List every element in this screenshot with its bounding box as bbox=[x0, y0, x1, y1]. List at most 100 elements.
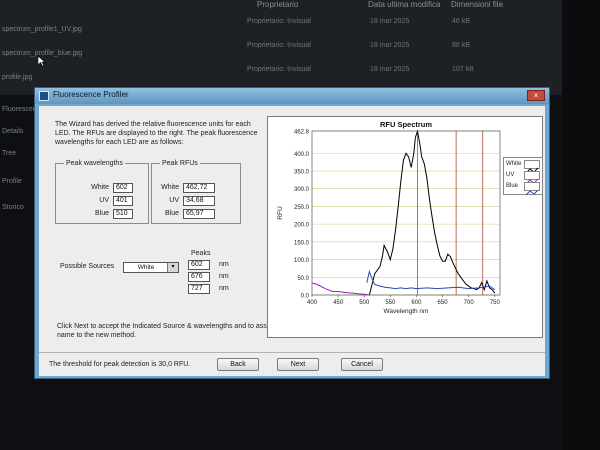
title-bar[interactable]: Fluorescence Profiler × bbox=[35, 88, 549, 104]
background-row: Proprietario: Invisual 18 mar 2025 107 k… bbox=[0, 66, 600, 90]
fluorescence-profiler-window: Fluorescence Profiler × The Wizard has d… bbox=[34, 87, 550, 379]
bg-date: 18 mar 2025 bbox=[370, 66, 410, 73]
y-tick-label: 350.0 bbox=[294, 169, 310, 175]
peak-wavelength-label-uv: UV bbox=[99, 197, 109, 204]
y-tick-label: 50.0 bbox=[297, 276, 309, 282]
bg-owner: Proprietario: Invisual bbox=[247, 66, 311, 73]
bg-left-item: Details bbox=[2, 128, 24, 135]
legend-swatch-blue bbox=[524, 182, 540, 196]
peak-value-1: 602 bbox=[188, 260, 210, 270]
footer-divider bbox=[39, 352, 545, 353]
peak-value-2: 676 bbox=[188, 272, 210, 282]
peak-rfu-label-uv: UV bbox=[169, 197, 179, 204]
dialog-client-area: The Wizard has derived the relative fluo… bbox=[39, 106, 545, 376]
y-tick-label: 400.0 bbox=[294, 152, 310, 158]
legend-swatch-uv bbox=[524, 171, 540, 185]
peak-rfu-label-white: White bbox=[161, 184, 179, 191]
instructions-text: Click Next to accept the Indicated Sourc… bbox=[57, 323, 282, 339]
bg-size: 88 kB bbox=[452, 42, 470, 49]
peak-rfu-label-blue: Blue bbox=[164, 210, 179, 217]
x-tick-label: 450 bbox=[333, 300, 344, 306]
series-line-blue bbox=[366, 269, 496, 291]
possible-sources-selected: White bbox=[137, 264, 155, 271]
background-row: Proprietario: Invisual 18 mar 2025 88 kB bbox=[0, 42, 600, 66]
bg-left-item: spectrum_profile_blue.jpg bbox=[2, 50, 83, 57]
peak-wavelength-label-blue: Blue bbox=[94, 210, 109, 217]
x-tick-label: 600 bbox=[411, 300, 422, 306]
bg-left-item: profile.jpg bbox=[2, 74, 33, 81]
x-tick-label: 500 bbox=[359, 300, 370, 306]
y-tick-label: 100.0 bbox=[294, 258, 310, 264]
monitor-bezel bbox=[562, 0, 600, 450]
bg-size: 46 kB bbox=[452, 18, 470, 25]
bg-owner: Proprietario: Invisual bbox=[247, 42, 311, 49]
chart-legend: White UV Blue bbox=[503, 157, 543, 196]
x-tick-label: 400 bbox=[307, 300, 318, 306]
x-axis-label: Wavelength nm bbox=[384, 308, 429, 315]
x-tick-label: 550 bbox=[385, 300, 396, 306]
y-tick-label: 250.0 bbox=[294, 205, 310, 211]
app-icon bbox=[39, 91, 49, 101]
peak-wavelength-white-value: 602 bbox=[113, 183, 133, 193]
peak-value-3: 727 bbox=[188, 284, 210, 294]
bg-left-item: Storico bbox=[2, 204, 24, 211]
bg-left-item: Profile bbox=[2, 178, 22, 185]
bg-date: 18 mar 2025 bbox=[370, 18, 410, 25]
peak-rfus-legend: Peak RFUs bbox=[162, 160, 198, 167]
peak-wavelength-uv-value: 401 bbox=[113, 196, 133, 206]
bg-date: 18 mar 2025 bbox=[370, 42, 410, 49]
possible-sources-label: Possible Sources bbox=[60, 263, 115, 270]
chart-title: RFU Spectrum bbox=[380, 120, 432, 129]
peak-wavelengths-legend: Peak wavelengths bbox=[66, 160, 123, 167]
y-tick-label: 462.8 bbox=[294, 130, 310, 136]
peak-unit: nm bbox=[219, 261, 229, 268]
chevron-down-icon[interactable]: ▾ bbox=[167, 263, 178, 272]
bg-owner: Proprietario: Invisual bbox=[247, 18, 311, 25]
series-line-uv bbox=[311, 282, 370, 296]
column-header-size: Dimensioni file bbox=[451, 0, 504, 9]
bg-left-item: spectrum_profile1_UV.jpg bbox=[2, 26, 82, 33]
bg-size: 107 kB bbox=[452, 66, 474, 73]
bg-left-item: Fluorescence bbox=[2, 106, 45, 113]
wizard-description: The Wizard has derived the relative fluo… bbox=[55, 121, 258, 146]
back-button[interactable]: Back bbox=[217, 358, 259, 371]
x-tick-label: 700 bbox=[464, 300, 475, 306]
peak-rfu-uv-value: 34,68 bbox=[183, 196, 215, 206]
close-button[interactable]: × bbox=[527, 90, 545, 101]
y-tick-label: 200.0 bbox=[294, 223, 310, 229]
legend-label-uv: UV bbox=[506, 172, 515, 178]
threshold-text: The threshold for peak detection is 30,0… bbox=[49, 361, 191, 368]
y-tick-label: 0.0 bbox=[301, 294, 310, 300]
x-tick-label: 750 bbox=[490, 300, 501, 306]
y-tick-label: 150.0 bbox=[294, 240, 310, 246]
possible-sources-dropdown[interactable]: White ▾ bbox=[123, 262, 179, 273]
cancel-button[interactable]: Cancel bbox=[341, 358, 383, 371]
next-button[interactable]: Next bbox=[277, 358, 319, 371]
peak-wavelengths-group: Peak wavelengths bbox=[55, 160, 149, 224]
peak-rfus-group: Peak RFUs bbox=[151, 160, 241, 224]
series-line-white bbox=[368, 129, 496, 296]
bg-left-item: Tree bbox=[2, 150, 17, 157]
y-axis-label: RFU bbox=[277, 206, 284, 220]
window-title: Fluorescence Profiler bbox=[53, 90, 129, 99]
background-row: Proprietario: Invisual 18 mar 2025 46 kB bbox=[0, 18, 600, 42]
rfu-spectrum-chart: RFU Spectrum 0.0 50.0 100.0 150.0 200.0 250.0 3… bbox=[267, 116, 543, 338]
x-tick-label: 650 bbox=[438, 300, 449, 306]
column-header-modified: Data ultima modifica bbox=[368, 0, 441, 9]
rfu-spectrum-plot: RFU Spectrum 0.0 50.0 100.0 150.0 200.0 250.0 3… bbox=[277, 120, 501, 315]
mouse-cursor-icon bbox=[38, 56, 46, 66]
legend-swatch-white bbox=[524, 160, 540, 174]
legend-label-blue: Blue bbox=[506, 183, 519, 189]
peak-wavelength-label-white: White bbox=[91, 184, 109, 191]
peaks-label: Peaks bbox=[191, 250, 211, 257]
y-tick-label: 300.0 bbox=[294, 187, 310, 193]
peak-unit: nm bbox=[219, 285, 229, 292]
peak-wavelength-blue-value: 510 bbox=[113, 209, 133, 219]
peak-rfu-blue-value: 65,97 bbox=[183, 209, 215, 219]
background-file-list: Proprietario Data ultima modifica Dimens… bbox=[0, 0, 600, 95]
plot-frame bbox=[311, 130, 501, 296]
legend-label-white: White bbox=[506, 161, 522, 167]
peak-unit: nm bbox=[219, 273, 229, 280]
peak-rfu-white-value: 462,72 bbox=[183, 183, 215, 193]
column-header-owner: Proprietario bbox=[257, 0, 299, 9]
